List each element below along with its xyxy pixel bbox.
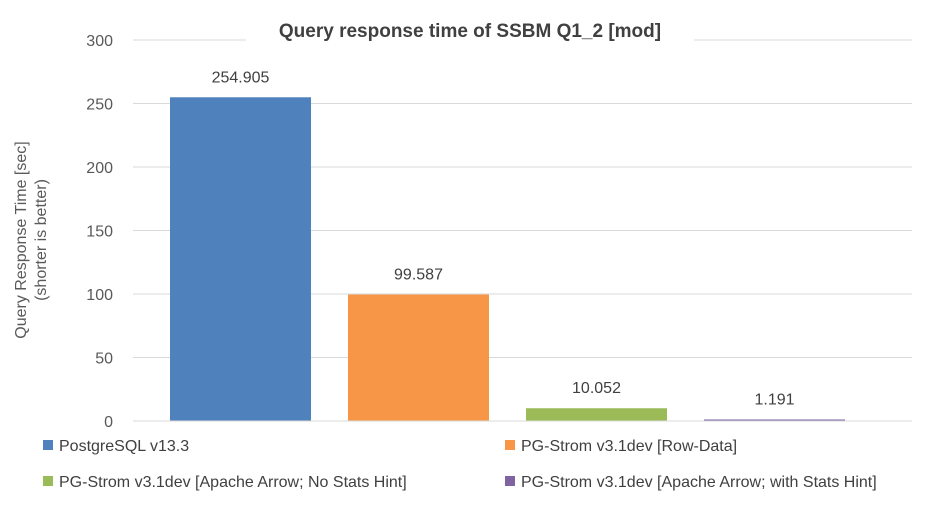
data-labels: 254.905 99.587 10.052 1.191 bbox=[212, 69, 795, 408]
y-axis-title-line-2: (shorter is better) bbox=[33, 179, 50, 301]
legend-label-4: PG-Strom v3.1dev [Apache Arrow; with Sta… bbox=[521, 474, 877, 491]
y-tick-label: 200 bbox=[86, 160, 113, 177]
y-tick-label: 250 bbox=[86, 97, 113, 114]
legend-swatch-1 bbox=[43, 440, 53, 450]
chart-title-group: Query response time of SSBM Q1_2 [mod] bbox=[246, 14, 694, 48]
legend: PostgreSQL v13.3 PG-Strom v3.1dev [Row-Da… bbox=[43, 438, 877, 491]
bar-2 bbox=[348, 294, 489, 421]
legend-swatch-4 bbox=[505, 476, 515, 486]
bar-1 bbox=[170, 97, 311, 421]
data-label-2: 99.587 bbox=[394, 267, 443, 284]
data-label-4: 1.191 bbox=[754, 391, 794, 408]
legend-label-2: PG-Strom v3.1dev [Row-Data] bbox=[521, 438, 737, 455]
y-axis-title: Query Response Time [sec] (shorter is be… bbox=[13, 141, 50, 338]
chart-title: Query response time of SSBM Q1_2 [mod] bbox=[279, 21, 661, 42]
y-tick-label: 50 bbox=[95, 351, 113, 368]
y-tick-label: 100 bbox=[86, 287, 113, 304]
y-axis-ticks: 0 50 100 150 200 250 300 bbox=[86, 33, 113, 431]
y-tick-label: 300 bbox=[86, 33, 113, 50]
bar-3 bbox=[526, 408, 667, 421]
legend-swatch-3 bbox=[43, 476, 53, 486]
chart-title-backdrop bbox=[246, 14, 694, 48]
legend-label-3: PG-Strom v3.1dev [Apache Arrow; No Stats… bbox=[59, 474, 407, 491]
legend-swatch-2 bbox=[505, 440, 515, 450]
y-tick-label: 150 bbox=[86, 224, 113, 241]
legend-label-1: PostgreSQL v13.3 bbox=[59, 438, 189, 455]
y-tick-label: 0 bbox=[104, 414, 113, 431]
bars bbox=[170, 97, 845, 421]
data-label-1: 254.905 bbox=[212, 69, 270, 86]
bar-4 bbox=[704, 419, 845, 421]
y-axis-title-line-1: Query Response Time [sec] bbox=[13, 141, 30, 338]
data-label-3: 10.052 bbox=[572, 380, 621, 397]
